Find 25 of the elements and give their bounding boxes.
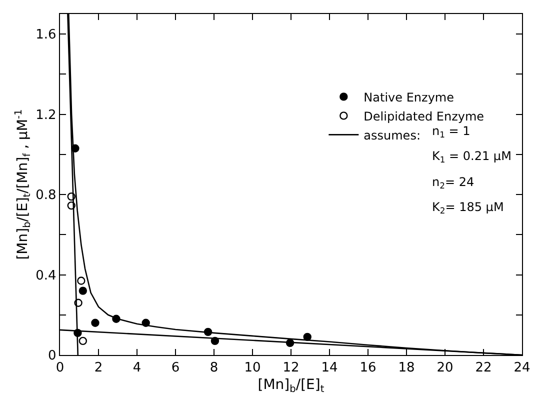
x-tick-label: 8 — [210, 360, 218, 376]
y-tick-label: 0 — [48, 348, 56, 364]
x-tick-label: 18 — [398, 360, 415, 376]
x-tick-label: 12 — [282, 360, 300, 376]
annotation: K$_{1}$ = 0.21 μM — [432, 149, 512, 165]
annotation: K$_{2}$= 185 μM — [432, 200, 504, 216]
y-tick-label: 0.4 — [36, 268, 56, 284]
y-tick-label: 1.2 — [36, 108, 56, 123]
legend-label: Native Enzyme — [364, 90, 454, 104]
y-tick-label: 0.8 — [36, 188, 56, 204]
x-tick-label: 6 — [171, 360, 180, 376]
legend-label: Delipidated Enzyme — [364, 109, 484, 124]
y-tick-label: 1.6 — [36, 28, 56, 43]
x-tick-label: 16 — [360, 360, 376, 376]
annotation: n$_{2}$= 24 — [432, 175, 474, 191]
x-tick-label: 20 — [436, 360, 454, 376]
x-axis-title: [Mn]$_{b}$/[E]$_{t}$ — [258, 377, 324, 395]
x-tick-label: 24 — [514, 360, 530, 376]
x-tick-label: 14 — [321, 360, 338, 376]
x-tick-label: 10 — [244, 360, 261, 376]
x-tick-label: 4 — [132, 360, 142, 376]
annotation: n$_{1}$ = 1 — [432, 124, 470, 140]
x-tick-label: 22 — [475, 360, 492, 376]
x-tick-label: 2 — [94, 360, 103, 376]
legend-label: assumes: — [364, 128, 421, 142]
